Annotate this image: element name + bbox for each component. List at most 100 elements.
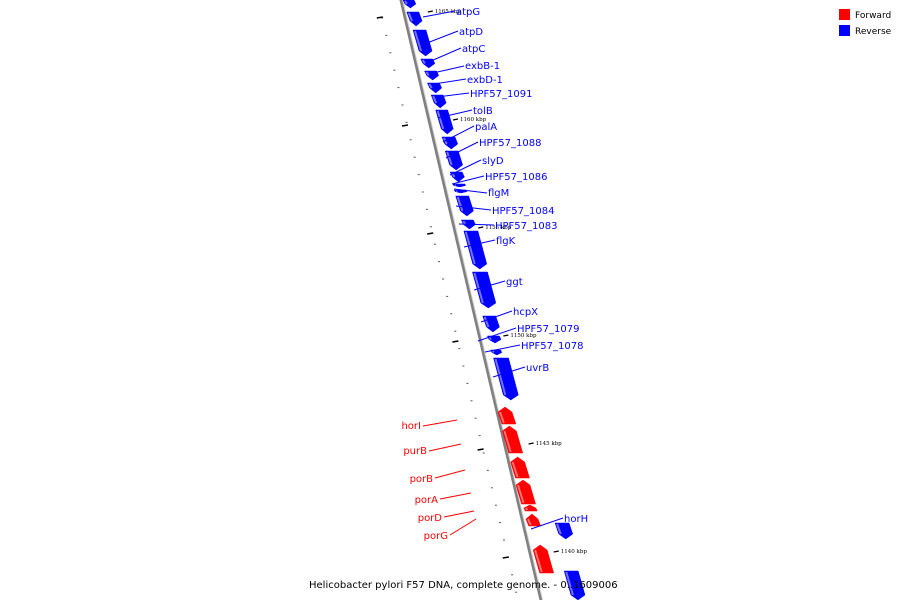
label-leader-line: [480, 310, 513, 323]
gene-label: atpG: [456, 7, 480, 18]
gene-block: [554, 522, 574, 540]
gene-block-shine: [499, 411, 505, 424]
gene-label: porG: [424, 531, 448, 542]
gene-block: [497, 406, 517, 425]
legend-forward-label: Forward: [855, 11, 891, 21]
major-tick: [401, 124, 409, 127]
gene-label: palA: [475, 122, 497, 133]
gene-block-shine: [483, 316, 490, 328]
label-leader-line: [426, 30, 459, 44]
label-leaders: [422, 10, 564, 536]
label-leader-line: [449, 159, 482, 176]
gene-block-shine: [414, 30, 423, 52]
gene-label: slyD: [482, 156, 504, 167]
gene-labels: atpG atpD atpC exbB-1 exbD-1 HPF57_1091 tolB pa…: [401, 7, 588, 542]
gene-block: [490, 349, 503, 356]
gene-block: [525, 513, 542, 527]
kbp-tick-label: 1160 kbp: [460, 117, 487, 123]
gene-block-shine: [517, 484, 525, 504]
gene-label: HPF57_1091: [470, 89, 532, 100]
major-tick-right: [553, 550, 559, 553]
gene-block: [430, 94, 447, 109]
gene-block-shine: [503, 430, 512, 453]
gene-block: [449, 171, 465, 183]
label-leader-line: [422, 10, 456, 18]
gene-block: [493, 357, 519, 401]
gene-block: [532, 544, 555, 574]
label-leader-line: [458, 223, 495, 226]
label-leader-line: [434, 469, 466, 479]
gene-block-shine: [407, 12, 413, 22]
gene-label: HPF57_1088: [479, 138, 541, 149]
kbp-tick-label: 1150 kbp: [510, 333, 537, 339]
gene-block-shine: [432, 95, 438, 104]
gene-block-shine: [454, 184, 457, 187]
major-tick-right: [478, 226, 484, 229]
gene-block: [486, 335, 502, 344]
gene-block-shine: [404, 0, 408, 5]
label-leader-line: [436, 92, 470, 98]
gene-label: HPF57_1078: [521, 341, 583, 352]
gene-block: [402, 0, 417, 9]
kbp-tick-label: 1140 kbp: [561, 549, 588, 555]
gene-label: atpD: [459, 27, 483, 38]
gene-block-shine: [428, 83, 433, 89]
gene-label: porD: [418, 513, 443, 524]
gene-block-shine: [556, 523, 562, 535]
kbp-tick-label: 1155 kbp: [485, 225, 512, 231]
label-leader-line: [463, 239, 496, 248]
gene-block: [472, 271, 497, 309]
gene-block-shine: [473, 272, 484, 304]
gene-block-shine: [565, 571, 574, 596]
gene-label: hcpX: [513, 307, 538, 318]
gene-block-shine: [421, 59, 426, 65]
label-leader-line: [443, 510, 475, 518]
gene-block: [435, 109, 454, 135]
gene-label: porA: [415, 495, 439, 506]
major-tick: [477, 448, 484, 451]
gene-block-shine: [436, 110, 445, 130]
gene-label: HPF57_1084: [492, 206, 554, 217]
major-tick: [376, 16, 383, 19]
gene-label: HPF57_1079: [517, 324, 579, 335]
gene-block-shine: [456, 196, 464, 212]
major-tick: [502, 556, 509, 559]
label-leader-line: [437, 109, 473, 119]
gene-block: [515, 479, 536, 505]
label-leader-line: [477, 327, 517, 342]
label-leader-line: [428, 443, 462, 452]
gene-block: [412, 29, 433, 57]
kbp-tick-label: 1145 kbp: [536, 441, 563, 447]
label-leader-line: [445, 141, 479, 159]
gene-block: [452, 183, 466, 188]
major-tick-right: [452, 118, 459, 121]
gene-block-shine: [524, 507, 529, 511]
major-tick-right: [503, 334, 509, 337]
gene-label: atpC: [462, 44, 485, 55]
label-leader-line: [430, 47, 462, 62]
backbone-highlight: [402, 0, 544, 600]
label-leader-line: [449, 518, 477, 536]
gene-label: flgM: [488, 188, 509, 199]
gene-block-shine: [455, 190, 458, 193]
gene-label: purB: [403, 446, 427, 457]
gene-block: [455, 195, 474, 217]
label-leader-line: [473, 280, 506, 291]
label-leader-line: [484, 344, 521, 353]
gene-block-shine: [534, 549, 543, 573]
gene-block-shine: [527, 518, 532, 526]
major-tick-right: [427, 10, 433, 13]
major-tick-right: [528, 442, 534, 445]
gene-block: [463, 230, 488, 270]
label-leader-line: [432, 65, 465, 74]
gene-block: [406, 11, 423, 27]
minor-ticks: [381, 17, 518, 593]
legend: Forward Reverse: [839, 9, 892, 37]
major-tick: [452, 340, 459, 343]
label-leader-line: [453, 188, 488, 194]
gene-label: HPF57_1083: [495, 221, 557, 232]
legend-reverse-label: Reverse: [855, 27, 892, 37]
gene-block: [563, 570, 586, 600]
major-tick: [427, 232, 434, 235]
